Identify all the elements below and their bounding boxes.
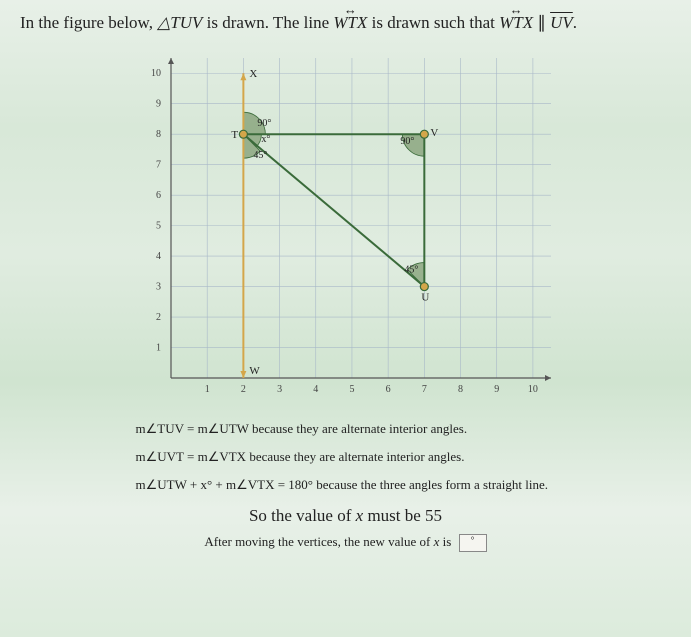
svg-text:8: 8: [458, 384, 463, 395]
conclusion-middle: must be: [363, 506, 425, 525]
conclusion: So the value of x must be 55: [20, 506, 671, 526]
proof-3-lhs: m∠UTW + x° + m∠VTX = 180°: [136, 477, 314, 492]
conclusion-value: 55: [425, 506, 442, 525]
svg-text:5: 5: [349, 384, 354, 395]
svg-text:5: 5: [156, 220, 161, 231]
problem-suffix: .: [573, 13, 577, 32]
proof-2-reason: because they are alternate interior angl…: [246, 449, 464, 464]
proof-line-3: m∠UTW + x° + m∠VTX = 180° because the th…: [136, 476, 556, 494]
svg-text:x°: x°: [261, 134, 270, 145]
proof-line-1: m∠TUV = m∠UTW because they are alternate…: [136, 420, 556, 438]
answer-input-box[interactable]: °: [459, 534, 487, 552]
svg-text:T: T: [231, 129, 238, 141]
geometry-diagram: 1 2 3 4 5 6 7 8 9 10 1 2 3 4 5 6 7 8 9 10 T U V X W 90° x° 45° 90° 45…: [131, 48, 561, 408]
svg-text:10: 10: [527, 384, 537, 395]
proof-section: m∠TUV = m∠UTW because they are alternate…: [136, 420, 556, 495]
svg-text:9: 9: [494, 384, 499, 395]
followup-suffix: is: [439, 534, 451, 549]
svg-text:7: 7: [421, 384, 426, 395]
problem-statement: In the figure below, △TUV is drawn. The …: [20, 10, 671, 36]
figure-container: 1 2 3 4 5 6 7 8 9 10 1 2 3 4 5 6 7 8 9 10 T U V X W 90° x° 45° 90° 45…: [131, 48, 561, 408]
svg-text:1: 1: [156, 342, 161, 353]
svg-text:7: 7: [156, 159, 161, 170]
svg-text:3: 3: [277, 384, 282, 395]
svg-text:V: V: [430, 127, 438, 139]
proof-1-lhs: m∠TUV = m∠UTW: [136, 421, 249, 436]
proof-1-reason: because they are alternate interior angl…: [249, 421, 467, 436]
svg-text:3: 3: [156, 281, 161, 292]
svg-text:90°: 90°: [400, 136, 414, 147]
svg-text:9: 9: [156, 98, 161, 109]
svg-text:6: 6: [156, 190, 161, 201]
line-wtx-1: WTX: [333, 10, 367, 36]
svg-text:X: X: [249, 68, 257, 80]
proof-line-2: m∠UVT = m∠VTX because they are alternate…: [136, 448, 556, 466]
svg-text:1: 1: [204, 384, 209, 395]
svg-text:2: 2: [240, 384, 245, 395]
svg-text:2: 2: [156, 312, 161, 323]
triangle-symbol: △TUV: [157, 13, 202, 32]
line-wtx-2: WTX: [499, 10, 533, 36]
svg-text:8: 8: [156, 129, 161, 140]
conclusion-prefix: So the value of: [249, 506, 356, 525]
segment-uv: UV: [550, 13, 573, 32]
svg-text:45°: 45°: [404, 264, 418, 275]
problem-middle2: is drawn such that: [367, 13, 499, 32]
svg-text:90°: 90°: [257, 118, 271, 129]
svg-text:U: U: [421, 291, 429, 303]
problem-prefix: In the figure below,: [20, 13, 157, 32]
svg-text:W: W: [249, 365, 260, 377]
parallel-symbol: ∥: [533, 13, 550, 32]
followup-text: After moving the vertices, the new value…: [204, 534, 433, 549]
svg-text:6: 6: [385, 384, 390, 395]
svg-text:10: 10: [151, 68, 161, 79]
proof-2-lhs: m∠UVT = m∠VTX: [136, 449, 247, 464]
degree-symbol: °: [471, 535, 475, 545]
svg-text:4: 4: [156, 251, 161, 262]
problem-middle: is drawn. The line: [202, 13, 333, 32]
svg-text:45°: 45°: [253, 150, 267, 161]
followup: After moving the vertices, the new value…: [20, 534, 671, 552]
svg-text:4: 4: [313, 384, 318, 395]
proof-3-reason: because the three angles form a straight…: [313, 477, 548, 492]
